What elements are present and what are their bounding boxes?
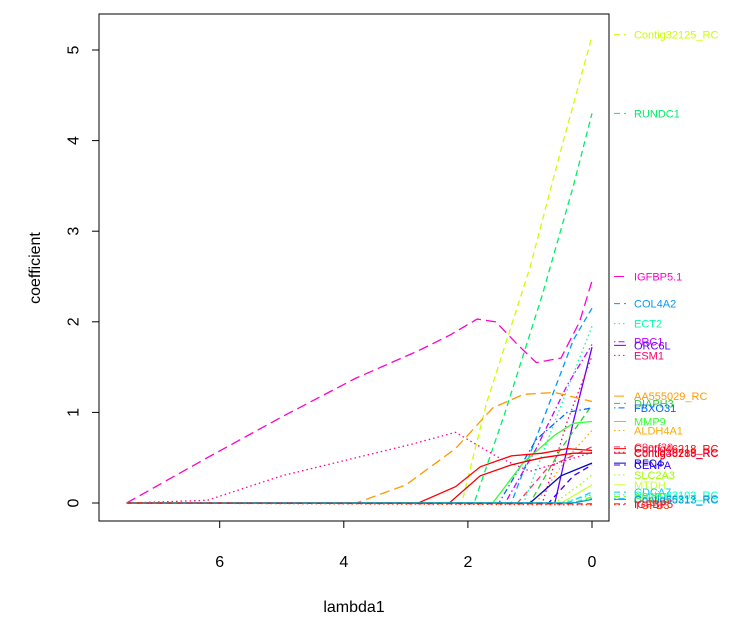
- series-line-8: [126, 391, 593, 504]
- series-label-1: RUNDC1: [634, 108, 680, 120]
- y-tick-label-5: 5: [66, 45, 83, 54]
- series-label-18: CENPA: [634, 460, 672, 472]
- series-line-15: [126, 431, 593, 504]
- series-labels: Contig32125_RC RUNDC1 IGFBP5.1 COL4A2 ECT2 PR…: [614, 30, 718, 512]
- series-label-5: PRC1: [634, 337, 663, 349]
- plot-frame: [98, 13, 610, 522]
- series-label-20: MTDH: [634, 480, 666, 492]
- series-label-10: FBXO31: [634, 403, 676, 415]
- x-tick-label-1: 4: [339, 554, 348, 571]
- series-label-14: Contig46218_RC: [634, 444, 718, 456]
- series-label-12: ALDH4A1: [634, 426, 683, 438]
- series-line-26: [126, 502, 593, 505]
- series-lines: [126, 36, 593, 506]
- series-line-12: [126, 430, 593, 504]
- series-label-23: AP2B1: [634, 492, 668, 504]
- y-tick-label-3: 3: [66, 227, 83, 236]
- series-line-3: [126, 307, 593, 504]
- x-tick-label-2: 2: [463, 554, 472, 571]
- series-label-27: TGFB3: [634, 500, 669, 512]
- series-label-26: IGFBP5: [634, 499, 673, 511]
- y-tick-label-4: 4: [66, 136, 83, 145]
- series-label-7: ESM1: [634, 350, 664, 362]
- x-tick-label-0: 6: [215, 554, 224, 571]
- series-label-13: C9orf30: [634, 442, 673, 454]
- series-label-22: Contig63102_RC: [634, 490, 718, 502]
- series-line-2: [126, 280, 593, 504]
- series-line-27: [126, 502, 593, 506]
- y-tick-label-1: 1: [66, 408, 83, 417]
- x-tick-label-3: 0: [588, 554, 597, 571]
- series-label-0: Contig32125_RC: [634, 30, 718, 42]
- series-label-3: COL4A2: [634, 299, 676, 311]
- x-axis-label: lambda1: [323, 599, 384, 616]
- y-tick-label-0: 0: [66, 498, 83, 507]
- series-label-9: DIAPH3: [634, 398, 674, 410]
- y-tick-label-2: 2: [66, 317, 83, 326]
- series-label-19: SLC2A3: [634, 470, 675, 482]
- series-label-2: IGFBP5.1: [634, 272, 682, 284]
- series-line-14: [126, 447, 593, 504]
- series-label-4: ECT2: [634, 319, 662, 331]
- series-label-8: AA555029_RC: [634, 391, 707, 403]
- series-label-6: ORC6L: [634, 340, 671, 352]
- axes: 6 4 2 0 0 1 2 3 4 5: [66, 45, 597, 571]
- series-label-21: CDCA7: [634, 487, 671, 499]
- y-axis-label: coefficient: [27, 232, 44, 304]
- series-label-16: Contig38288_RC: [634, 448, 718, 460]
- series-label-25: Contig55313_RC: [634, 494, 718, 506]
- series-label-15: Contig40719_RC: [634, 447, 718, 459]
- series-label-24: Contig20217_RC: [634, 493, 718, 505]
- series-label-11: MMP9: [634, 416, 666, 428]
- series-line-0: [126, 36, 593, 504]
- series-label-17: RFC4: [634, 458, 663, 470]
- series-line-1: [126, 113, 593, 504]
